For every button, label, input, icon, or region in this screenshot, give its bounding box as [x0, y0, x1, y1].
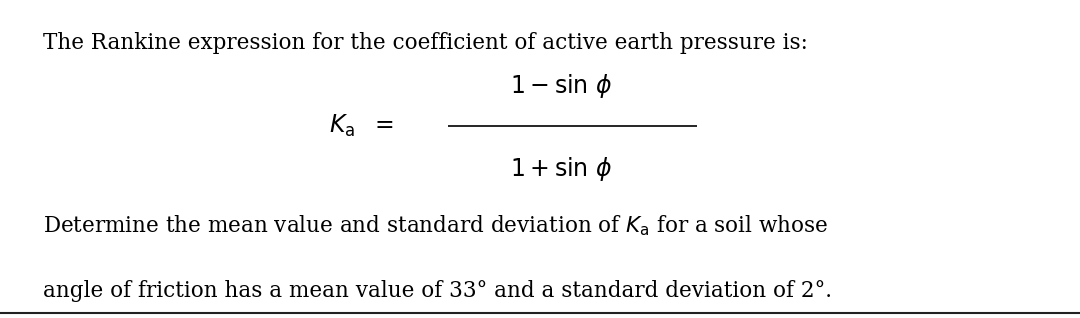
Text: $K_{\mathrm{a}}$  $=$: $K_{\mathrm{a}}$ $=$ [329, 113, 394, 139]
Text: Determine the mean value and standard deviation of $K_{\mathrm{a}}$ for a soil w: Determine the mean value and standard de… [43, 213, 828, 238]
Text: $1 + \sin\,\phi$: $1 + \sin\,\phi$ [511, 155, 612, 183]
Text: The Rankine expression for the coefficient of active earth pressure is:: The Rankine expression for the coefficie… [43, 32, 808, 54]
Text: $1 - \sin\,\phi$: $1 - \sin\,\phi$ [511, 72, 612, 100]
Text: angle of friction has a mean value of 33° and a standard deviation of 2°.: angle of friction has a mean value of 33… [43, 280, 833, 302]
